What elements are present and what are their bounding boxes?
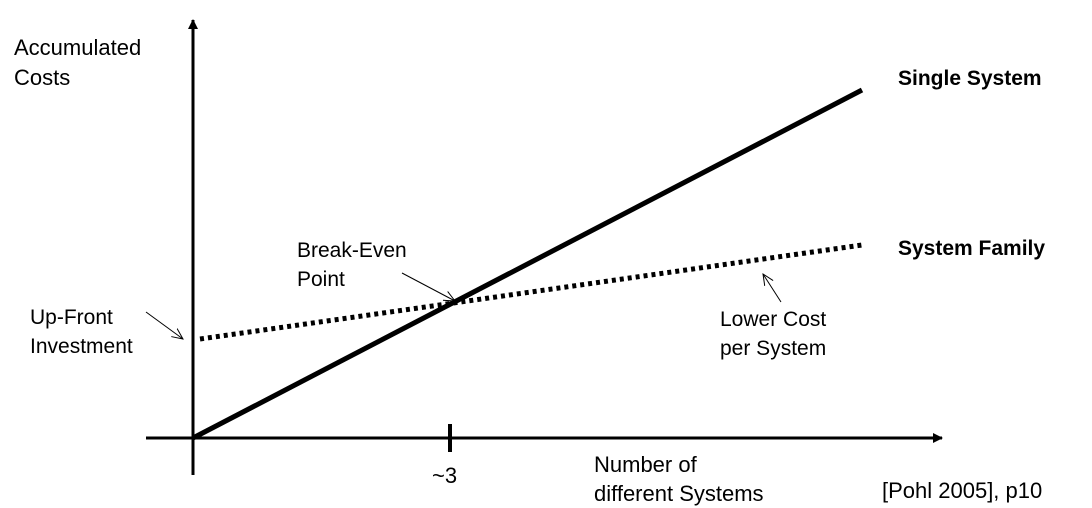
lower-cost-arrow: [763, 274, 782, 303]
up-front-line2: Investment: [30, 335, 133, 358]
break-even-line2: Point: [297, 268, 345, 291]
lower-cost-label: Lower Cost per System: [720, 305, 826, 363]
x-axis-label-line2: different Systems: [594, 481, 764, 506]
x-axis-label: Number of different Systems: [594, 450, 764, 508]
single-system-line: [191, 87, 864, 441]
y-axis-label: Accumulated Costs: [14, 33, 141, 93]
lower-cost-line2: per System: [720, 337, 827, 360]
break-even-arrow: [401, 272, 455, 301]
y-axis-label-line1: Accumulated: [14, 35, 142, 60]
up-front-label: Up-Front Investment: [30, 303, 133, 361]
single-system-label: Single System: [898, 67, 1042, 90]
citation: [Pohl 2005], p10: [882, 478, 1043, 503]
system-family-label: System Family: [898, 237, 1046, 260]
lower-cost-line1: Lower Cost: [720, 308, 827, 331]
break-even-line1: Break-Even: [297, 239, 407, 262]
x-axis-label-line1: Number of: [594, 452, 697, 477]
up-front-line1: Up-Front: [30, 306, 113, 329]
x-tick-label: ~3: [432, 463, 458, 488]
up-front-arrow: [145, 311, 183, 339]
y-axis-label-line2: Costs: [14, 65, 71, 90]
break-even-label: Break-Even Point: [297, 236, 407, 294]
